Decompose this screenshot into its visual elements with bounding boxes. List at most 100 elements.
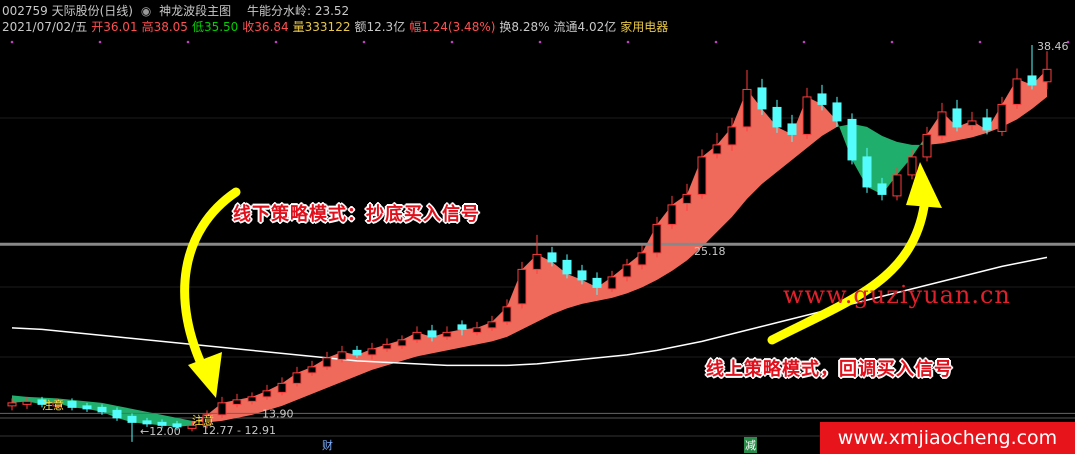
quote-item: 收36.84	[242, 20, 289, 34]
signal-dot	[802, 40, 806, 44]
candle-body	[832, 102, 842, 122]
header-line: 002759 天际股份(日线) ◉ 神龙波段主图 牛能分水岭: 23.52	[2, 2, 353, 19]
candle-body	[277, 382, 287, 393]
high-label: 38.46	[1037, 40, 1069, 53]
indicator: 神龙波段主图	[159, 4, 232, 18]
watermark: www.guziyuan.cn	[783, 281, 1011, 309]
candle-body	[787, 123, 797, 135]
lower-strategy-note: 线下策略模式：抄底买入信号	[233, 204, 480, 225]
level-label: 25.18	[694, 245, 726, 258]
warn-label: 注意	[192, 414, 214, 427]
candle-body	[652, 223, 662, 254]
quote-item: 开36.01	[91, 20, 138, 34]
threshold: 牛能分水岭: 23.52	[246, 4, 350, 18]
candle-body	[892, 174, 902, 197]
candle-body	[517, 268, 527, 305]
trend-band	[432, 332, 447, 354]
low-label: ←12.00	[140, 425, 181, 438]
quote-item: 换8.28%	[499, 20, 550, 34]
candle-body	[952, 108, 962, 128]
candle-body	[682, 193, 692, 204]
upper-strategy-note: 线上策略模式，回调买入信号	[706, 359, 953, 380]
candle-body	[112, 409, 122, 419]
candle-body	[82, 405, 92, 410]
quote-item: 幅1.24(3.48%)	[409, 20, 496, 34]
candle-body	[232, 399, 242, 405]
candle-body	[802, 96, 812, 135]
signal-dot	[1066, 40, 1070, 44]
stock-code: 002759 天际股份(日线)	[2, 4, 133, 18]
candle-body	[862, 156, 872, 188]
candle-body	[757, 87, 767, 110]
site-banner: www.xmjiaocheng.com	[820, 422, 1075, 454]
trend-band	[897, 141, 912, 175]
candle-body	[712, 144, 722, 155]
warn-label: 注意	[42, 399, 64, 412]
candle-body	[172, 423, 182, 428]
candle-body	[337, 351, 347, 360]
candle-body	[487, 321, 497, 329]
candle-body	[562, 259, 572, 275]
arrow	[767, 195, 930, 345]
quote-item: 2021/07/02/五	[2, 20, 88, 34]
candle-body	[157, 421, 167, 426]
signal-dot	[186, 40, 190, 44]
quote-line: 2021/07/02/五 开36.01 高38.05 低35.50 收36.84 量333…	[2, 18, 672, 35]
signal-dot	[362, 40, 366, 44]
quote-item: 高38.05	[141, 20, 188, 34]
candle-body	[1042, 68, 1052, 83]
candle-body	[247, 396, 257, 402]
candle-body	[502, 306, 512, 323]
candle-body	[472, 327, 482, 333]
signal-dot	[10, 40, 14, 44]
signal-dot	[978, 40, 982, 44]
candle-body	[637, 252, 647, 266]
candle-body	[742, 88, 752, 128]
candle-body	[292, 372, 302, 384]
signal-dot	[714, 40, 718, 44]
icon: ◉	[140, 4, 152, 18]
candle-body	[202, 414, 212, 426]
candle-body	[67, 400, 77, 408]
candle-body	[967, 120, 977, 126]
quote-item: 家用电器	[620, 20, 669, 34]
trend-band	[777, 126, 792, 172]
candle-body	[907, 156, 917, 176]
signal-dot	[450, 40, 454, 44]
trend-band	[762, 108, 777, 184]
candle-body	[937, 111, 947, 137]
quote-item: 量333122	[292, 20, 351, 34]
signal-dot	[890, 40, 894, 44]
candle-body	[547, 252, 557, 263]
candle-body	[817, 93, 827, 105]
candle-body	[127, 415, 137, 423]
candle-body	[352, 349, 362, 356]
range-label: 12.77 - 12.91	[202, 424, 276, 437]
candle-body	[142, 420, 152, 425]
candle-body	[847, 118, 857, 161]
candle-body	[7, 402, 17, 407]
trend-band	[882, 135, 897, 195]
candle-body	[322, 357, 332, 368]
quote-item: 流通4.02亿	[553, 20, 617, 34]
arrow-head	[188, 352, 222, 398]
candle-body	[52, 402, 62, 407]
candle-body	[982, 117, 992, 131]
candle-body	[397, 339, 407, 347]
signal-dots	[10, 40, 1070, 44]
quote-item: 低35.50	[191, 20, 239, 34]
candle-body	[412, 331, 422, 341]
candle-body	[97, 406, 107, 413]
event-mark: 减	[744, 437, 757, 453]
candle-body	[307, 366, 317, 374]
candle-body	[382, 343, 392, 350]
candle-body	[622, 264, 632, 278]
candle-body	[427, 330, 437, 338]
candle-body	[997, 103, 1007, 132]
candle-body	[922, 133, 932, 158]
event-mark: 财	[322, 439, 333, 452]
candle-body	[1012, 78, 1022, 105]
candle-body	[697, 156, 707, 195]
